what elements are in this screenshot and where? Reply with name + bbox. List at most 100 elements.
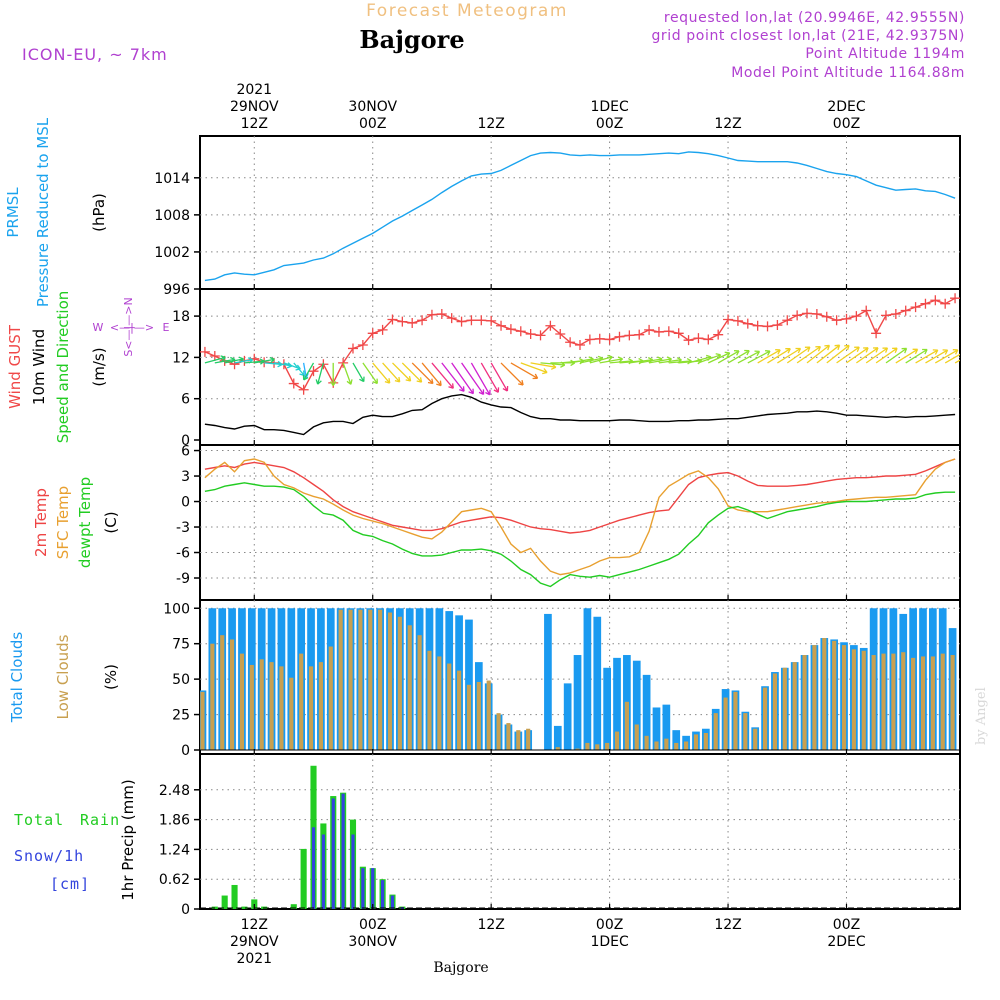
low-cloud-bar [605, 742, 610, 750]
gust-marker [594, 333, 605, 344]
y-axis-label: (%) [102, 664, 120, 690]
model-label: ICON-EU, ~ 7km [22, 45, 168, 64]
gust-marker [446, 313, 457, 324]
y-axis-label: Speed and Direction [54, 291, 72, 444]
panel-frame [199, 753, 961, 910]
wind-vector-arrow [362, 362, 378, 385]
plot-area [200, 765, 960, 909]
low-cloud-bar [368, 609, 373, 750]
low-cloud-bar [457, 670, 462, 750]
gust-marker [683, 335, 694, 346]
low-cloud-bar [733, 691, 738, 750]
bottom-time-label: 00Z [833, 917, 860, 933]
wind-vector-arrow [441, 362, 465, 392]
gust-marker [584, 334, 595, 345]
snow-bar [351, 834, 355, 909]
y-tick-label: 3 [181, 469, 190, 485]
wind-vector-arrow [865, 347, 889, 364]
low-cloud-bar [841, 645, 847, 750]
y-axis-label: dewpt Temp [76, 477, 94, 568]
low-cloud-bar [328, 646, 333, 750]
low-cloud-bar [634, 724, 639, 750]
gust-marker [920, 298, 931, 309]
series-line-prmsl [204, 151, 956, 282]
rain-bar [241, 906, 248, 909]
wind-vector-arrow [490, 362, 509, 392]
total-cloud-bar [573, 655, 582, 750]
y-tick-label: 996 [163, 282, 190, 298]
y-axis-label: 10m Wind [30, 329, 48, 405]
total-cloud-bar [583, 608, 592, 750]
wind-vector-arrow [757, 349, 781, 364]
low-cloud-bar [901, 652, 906, 750]
top-time-label: 12Z [241, 116, 268, 132]
y-axis-label: [cm] [50, 875, 90, 893]
low-cloud-bar [891, 653, 896, 750]
wind-vector-arrow [915, 349, 939, 364]
compass-label-e: E [163, 321, 170, 334]
plot-area [204, 458, 956, 588]
low-cloud-bar [407, 625, 412, 750]
low-cloud-bar [220, 635, 225, 750]
bottom-time-label: 00Z [596, 917, 623, 933]
gust-marker [347, 343, 358, 354]
low-cloud-bar [299, 653, 304, 750]
total-cloud-bar [642, 674, 651, 750]
panel-4: 0 0.62 1.24 1.86 2.48 Total Rain Snow/1h [cm] 1hr… [14, 753, 961, 918]
model-point-altitude: Model Point Altitude 1164.88m [731, 65, 965, 81]
wind-vector-arrow [717, 350, 740, 364]
low-cloud-bar [269, 662, 274, 750]
wind-vector-arrow [421, 362, 442, 387]
y-tick-label: 6 [181, 392, 190, 408]
gust-marker [762, 321, 773, 332]
low-cloud-bar [348, 609, 353, 750]
low-cloud-bar [338, 609, 343, 750]
low-cloud-bar [259, 659, 264, 750]
snow-bar [321, 834, 325, 909]
wind-vector-arrow [204, 355, 226, 364]
wind-vector-arrow [382, 362, 401, 383]
low-cloud-bar [555, 747, 560, 750]
low-cloud-bar [881, 653, 886, 750]
wind-vector-arrow [510, 362, 539, 380]
wind-vector-arrow [806, 344, 831, 364]
wind-vector-arrow [954, 359, 960, 364]
plot-area [204, 151, 956, 282]
gust-marker [298, 384, 309, 395]
low-cloud-bar [318, 662, 323, 750]
top-time-label: 30NOV [348, 99, 397, 115]
low-cloud-bar [812, 645, 817, 750]
y-axis-label: Total [14, 811, 64, 829]
wind-vector-arrow [520, 362, 548, 375]
y-axis-label: (hPa) [90, 193, 108, 232]
low-cloud-bar [723, 697, 728, 750]
y-axis-label: Low Clouds [54, 634, 72, 719]
gust-marker [486, 315, 497, 326]
bottom-time-label: 12Z [241, 917, 268, 933]
wind-vector-arrow [330, 362, 337, 387]
wind-vector-arrow [315, 362, 325, 385]
rain-bar [231, 884, 238, 909]
gust-marker [851, 311, 862, 322]
snow-bar [390, 895, 395, 909]
gust-marker [515, 326, 526, 337]
low-cloud-bar [516, 730, 521, 750]
gust-marker [742, 318, 753, 329]
low-cloud-bar [674, 742, 679, 750]
gust-marker [841, 313, 852, 324]
panel-3: 0 25 50 75 100 Total Clouds Low Clouds (%) [8, 599, 961, 759]
wind-vector-arrow [480, 362, 500, 393]
wind-vector-arrow [461, 362, 485, 395]
wind-vector-arrow [470, 362, 491, 396]
watermark: by Angel [974, 687, 989, 745]
low-cloud-bar [684, 741, 689, 750]
wind-vector-arrow [905, 348, 928, 364]
y-axis-label: 2m Temp [32, 488, 50, 557]
y-tick-label: 6 [181, 444, 190, 460]
low-cloud-bar [920, 656, 926, 750]
low-cloud-bar [782, 667, 787, 750]
total-cloud-bar [544, 613, 552, 750]
total-cloud-bar [593, 616, 602, 750]
